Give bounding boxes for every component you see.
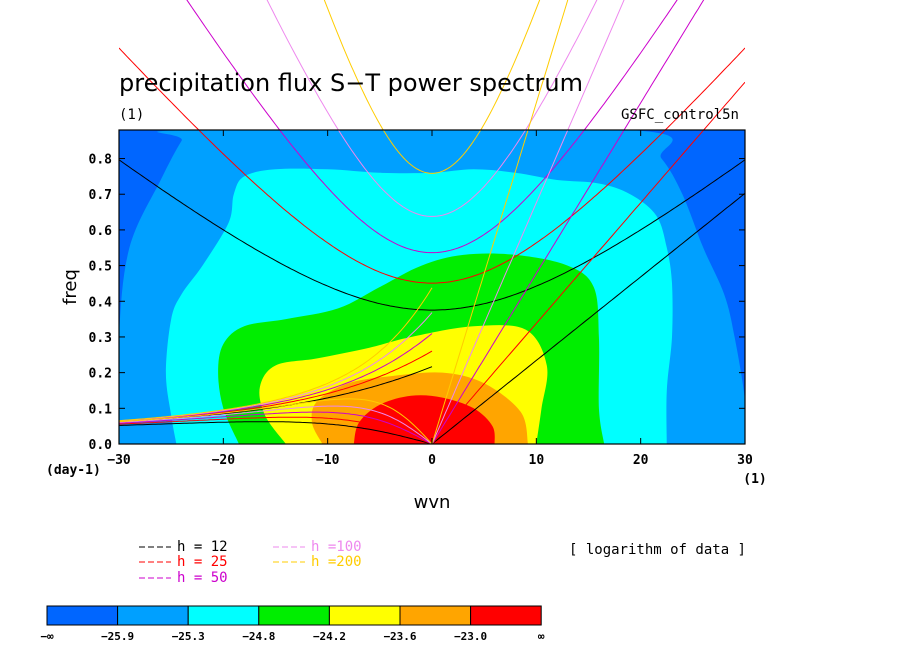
y-axis-label: freq bbox=[60, 269, 81, 305]
data-note: [ logarithm of data ] bbox=[569, 542, 746, 558]
colorbar-cell bbox=[46, 605, 119, 626]
chart-title: precipitation flux S−T power spectrum bbox=[119, 69, 583, 97]
colorbar-label: −24.8 bbox=[242, 630, 275, 643]
colorbar-label: −25.3 bbox=[172, 630, 205, 643]
colorbar-label: −23.6 bbox=[383, 630, 416, 643]
y-tick-label: 0.5 bbox=[89, 260, 112, 275]
x-axis-label: wvn bbox=[414, 492, 451, 513]
dispersion-h-50-rossby bbox=[119, 411, 434, 444]
dispersion-h-100-kelvin bbox=[431, 0, 625, 444]
legend-label: h =200 bbox=[311, 554, 362, 570]
x-tick-label: −20 bbox=[212, 453, 236, 468]
colorbar: −∞ −25.9 −25.3 −24.8 −24.2 −23.6 −23.0 ∞ bbox=[40, 605, 545, 643]
x-tick-label: −10 bbox=[316, 453, 340, 468]
colorbar-cell bbox=[258, 605, 330, 626]
colorbar-label: −24.2 bbox=[313, 630, 346, 643]
colorbar-cell bbox=[187, 605, 260, 626]
colorbar-cell bbox=[328, 605, 401, 626]
y-tick-label: 0.4 bbox=[89, 295, 113, 310]
contour-bands bbox=[119, 130, 745, 444]
y-tick-label: 0.6 bbox=[89, 224, 113, 239]
x-tick-label: −30 bbox=[107, 453, 131, 468]
y-tick-label: 0.0 bbox=[89, 438, 113, 453]
x-tick-label: 20 bbox=[633, 453, 649, 468]
x-tick-label: 0 bbox=[428, 453, 436, 468]
legend-label: h =100 bbox=[311, 539, 362, 555]
colorbar-cell bbox=[399, 605, 472, 626]
colorbar-label: ∞ bbox=[538, 630, 545, 643]
dispersion-h-100-rossby bbox=[119, 405, 433, 444]
dispersion-h-25-inertia-gravity bbox=[119, 47, 745, 284]
dispersion-h-100-inertia-gravity bbox=[266, 0, 598, 217]
chart-subtitle-left: (1) bbox=[119, 107, 144, 123]
colorbar-cell bbox=[470, 605, 542, 626]
x-axis-unit: (1) bbox=[743, 472, 766, 487]
colorbar-cell bbox=[117, 605, 189, 626]
dispersion-h-200-kelvin bbox=[431, 0, 569, 444]
x-tick-label: 30 bbox=[737, 453, 753, 468]
legend-label: h = 12 bbox=[177, 539, 228, 555]
dispersion-h-12-inertia-gravity bbox=[119, 159, 745, 311]
y-tick-label: 0.2 bbox=[89, 367, 112, 382]
dispersion-h-25-rossby bbox=[119, 416, 434, 444]
legend-label: h = 50 bbox=[177, 570, 228, 586]
dispersion-h-50-inertia-gravity bbox=[186, 0, 678, 254]
dispersion-h-200-inertia-gravity bbox=[323, 0, 541, 174]
x-tick-label: 10 bbox=[529, 453, 545, 468]
dispersion-h-12-kelvin bbox=[431, 192, 745, 444]
colorbar-label: −23.0 bbox=[454, 630, 487, 643]
dispersion-h-12-rossby bbox=[119, 421, 434, 444]
colorbar-label: −25.9 bbox=[101, 630, 134, 643]
dispersion-curves bbox=[119, 0, 745, 444]
y-tick-label: 0.1 bbox=[89, 402, 113, 417]
y-tick-label: 0.3 bbox=[89, 331, 112, 346]
legend-label: h = 25 bbox=[177, 554, 228, 570]
y-tick-label: 0.7 bbox=[89, 188, 112, 203]
dispersion-h-200-mixed-rossby-gravity bbox=[119, 287, 433, 422]
dispersion-h-25-kelvin bbox=[431, 81, 745, 444]
y-axis-unit: (day-1) bbox=[46, 463, 101, 478]
chart-subtitle-right: GSFC_control5n bbox=[621, 107, 739, 123]
y-tick-label: 0.8 bbox=[89, 153, 113, 168]
colorbar-label: −∞ bbox=[40, 630, 54, 643]
dispersion-h-50-kelvin bbox=[431, 0, 705, 444]
dispersion-h-200-rossby bbox=[119, 398, 433, 444]
axis-ticks: −30 −20 −10 0 10 20 30 0.0 0.1 0.2 0.3 0.4 0.5 0.6 0.7… bbox=[89, 130, 753, 468]
